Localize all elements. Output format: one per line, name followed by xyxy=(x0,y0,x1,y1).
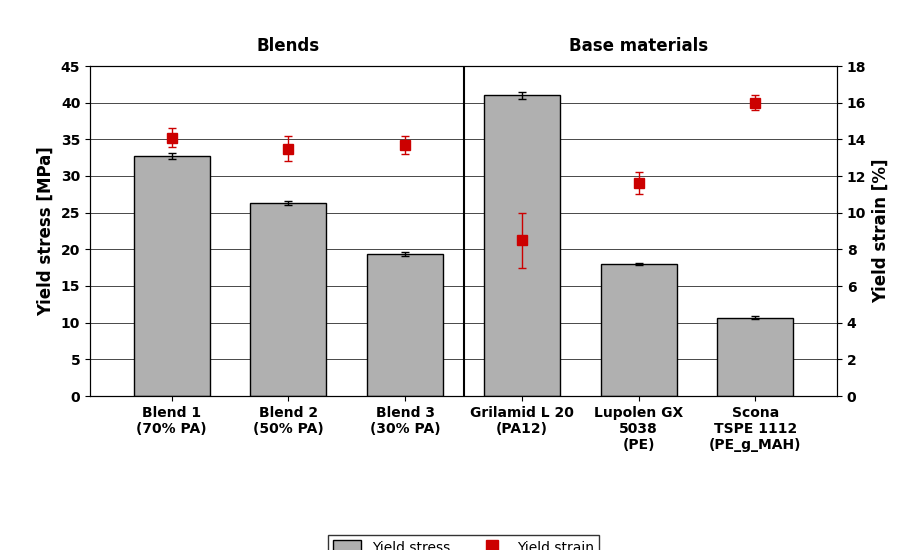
Bar xyxy=(717,317,793,396)
Y-axis label: Yield stress [MPa]: Yield stress [MPa] xyxy=(37,146,55,316)
Legend: Yield stress, Yield strain: Yield stress, Yield strain xyxy=(328,535,599,550)
Bar xyxy=(367,254,443,396)
Bar xyxy=(250,203,327,396)
Bar xyxy=(134,156,210,396)
Text: Blends: Blends xyxy=(256,37,320,55)
Bar xyxy=(484,95,560,396)
Bar xyxy=(600,264,677,396)
Y-axis label: Yield strain [%]: Yield strain [%] xyxy=(872,159,890,303)
Text: Base materials: Base materials xyxy=(569,37,708,55)
